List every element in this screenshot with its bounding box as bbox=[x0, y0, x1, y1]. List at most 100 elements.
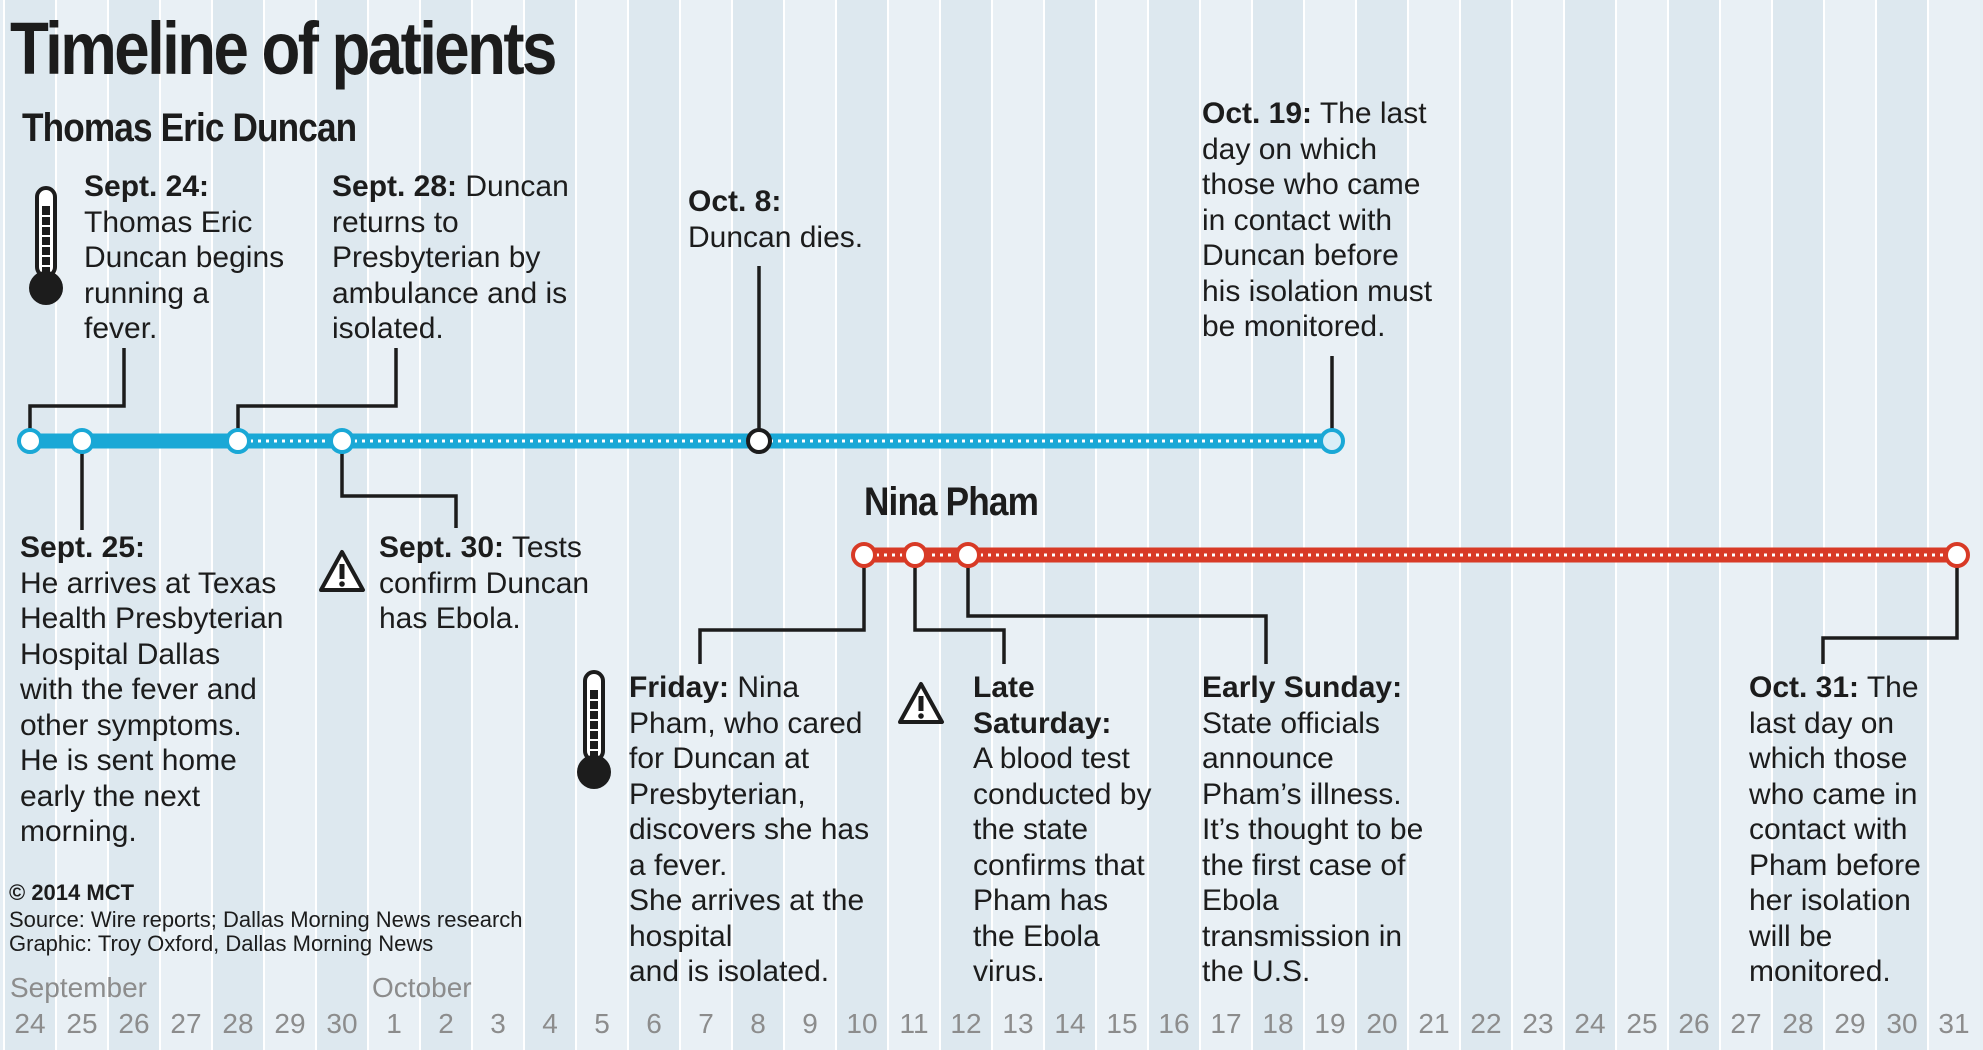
day-column bbox=[1200, 0, 1252, 1050]
leader-oct31 bbox=[1821, 566, 1959, 664]
day-column bbox=[368, 0, 420, 1050]
page-title: Timeline of patients bbox=[10, 7, 557, 90]
copyright-line: © 2014 MCT bbox=[9, 880, 135, 905]
event-text: The last day on which those who came in … bbox=[1202, 97, 1433, 343]
month-label-september: September bbox=[10, 972, 147, 1003]
event-text: Duncan dies. bbox=[688, 220, 864, 254]
day-column bbox=[1044, 0, 1096, 1050]
node-oct19 bbox=[1319, 428, 1345, 454]
event-date: Sept. 25: bbox=[20, 531, 146, 564]
event-sept28: Sept. 28: Duncan returns to Presbyterian… bbox=[332, 169, 602, 347]
node-sept30 bbox=[329, 428, 355, 454]
day-label: 30 bbox=[326, 1008, 358, 1039]
day-column bbox=[1148, 0, 1200, 1050]
day-label: 23 bbox=[1522, 1008, 1554, 1039]
day-column bbox=[576, 0, 628, 1050]
day-label: 27 bbox=[170, 1008, 202, 1039]
warning-icon bbox=[898, 682, 944, 724]
event-oct8: Oct. 8: Duncan dies. bbox=[688, 184, 918, 255]
event-date: Sept. 30: bbox=[379, 531, 505, 564]
source-line: Source: Wire reports; Dallas Morning New… bbox=[9, 907, 523, 932]
day-label: 12 bbox=[950, 1008, 982, 1039]
day-label: 4 bbox=[542, 1008, 558, 1039]
day-column bbox=[1772, 0, 1824, 1050]
day-column bbox=[992, 0, 1044, 1050]
day-label: 11 bbox=[899, 1008, 929, 1039]
graphic-credit-line: Graphic: Troy Oxford, Dallas Morning New… bbox=[9, 931, 434, 956]
day-column bbox=[524, 0, 576, 1050]
day-column bbox=[1564, 0, 1616, 1050]
day-column bbox=[732, 0, 784, 1050]
event-friday: Friday: Nina Pham, who cared for Duncan … bbox=[629, 670, 899, 990]
month-label-october: October bbox=[372, 972, 472, 1003]
event-date: Oct. 19: bbox=[1202, 97, 1313, 130]
event-earlysun: Early Sunday: State officials announce Ph… bbox=[1202, 670, 1462, 990]
day-column bbox=[1252, 0, 1304, 1050]
day-column bbox=[264, 0, 316, 1050]
node-oct31 bbox=[1944, 542, 1970, 568]
leader-friday bbox=[698, 566, 866, 664]
day-label: 25 bbox=[1626, 1008, 1658, 1039]
day-label: 30 bbox=[1886, 1008, 1918, 1039]
day-column bbox=[472, 0, 524, 1050]
day-column bbox=[1460, 0, 1512, 1050]
day-label: 10 bbox=[846, 1008, 878, 1039]
event-date: Oct. 31: bbox=[1749, 671, 1860, 704]
day-label: 28 bbox=[1782, 1008, 1814, 1039]
day-column bbox=[108, 0, 160, 1050]
day-column bbox=[316, 0, 368, 1050]
leader-sept24 bbox=[28, 348, 126, 430]
day-label: 22 bbox=[1470, 1008, 1502, 1039]
node-earlysun bbox=[955, 542, 981, 568]
node-friday bbox=[851, 542, 877, 568]
day-label: 29 bbox=[274, 1008, 306, 1039]
event-text: Tests confirm Duncan has Ebola. bbox=[379, 531, 590, 635]
day-label: 14 bbox=[1054, 1008, 1086, 1039]
event-date: Friday: bbox=[629, 671, 730, 704]
event-text: He arrives at Texas Health Presbyterian … bbox=[20, 566, 284, 849]
day-label: 3 bbox=[490, 1008, 506, 1039]
day-label: 25 bbox=[66, 1008, 98, 1039]
day-label: 26 bbox=[1678, 1008, 1710, 1039]
day-column bbox=[1928, 0, 1980, 1050]
day-column bbox=[1096, 0, 1148, 1050]
day-label: 15 bbox=[1106, 1008, 1138, 1039]
day-label: 24 bbox=[14, 1008, 46, 1039]
event-sept24: Sept. 24: Thomas Eric Duncan begins runni… bbox=[84, 169, 324, 347]
day-label: 27 bbox=[1730, 1008, 1762, 1039]
pham-nodes bbox=[851, 542, 1970, 568]
node-sept25 bbox=[69, 428, 95, 454]
day-column bbox=[1720, 0, 1772, 1050]
leader-lines bbox=[28, 266, 1959, 664]
day-column bbox=[1876, 0, 1928, 1050]
event-oct31: Oct. 31: The last day on which those who… bbox=[1749, 670, 1969, 990]
day-label: 1 bbox=[386, 1008, 402, 1039]
leader-latesat bbox=[913, 566, 1006, 664]
node-sept28 bbox=[225, 428, 251, 454]
node-sept24 bbox=[17, 428, 43, 454]
day-column bbox=[4, 0, 56, 1050]
event-text: Duncan returns to Presbyterian by ambula… bbox=[332, 170, 569, 345]
event-latesat: Late Saturday: A blood test conducted by … bbox=[973, 670, 1183, 990]
patient-name-pham: Nina Pham bbox=[864, 480, 1039, 524]
event-date: Sept. 28: bbox=[332, 170, 458, 203]
day-column bbox=[940, 0, 992, 1050]
day-column bbox=[160, 0, 212, 1050]
event-date: Early Sunday: bbox=[1202, 671, 1403, 704]
day-column bbox=[1304, 0, 1356, 1050]
day-column bbox=[1616, 0, 1668, 1050]
day-label: 8 bbox=[750, 1008, 766, 1039]
node-oct8 bbox=[746, 428, 772, 454]
duncan-nodes bbox=[17, 428, 1345, 454]
node-latesat bbox=[902, 542, 928, 568]
day-column bbox=[1408, 0, 1460, 1050]
day-label: 13 bbox=[1002, 1008, 1034, 1039]
day-label: 21 bbox=[1418, 1008, 1450, 1039]
day-label: 9 bbox=[802, 1008, 818, 1039]
day-label: 24 bbox=[1574, 1008, 1606, 1039]
day-column bbox=[888, 0, 940, 1050]
day-label: 19 bbox=[1314, 1008, 1346, 1039]
